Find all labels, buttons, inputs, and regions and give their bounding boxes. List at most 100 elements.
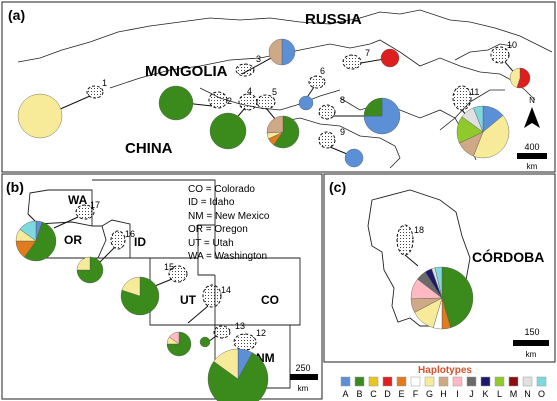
site-pie-7 (380, 48, 400, 68)
site-pie-9 (344, 148, 364, 168)
scale-value-c: 150 (524, 327, 539, 337)
swatch-label-m: M (510, 389, 518, 399)
scale-bar-a: 400 km (517, 142, 547, 171)
scale-unit-a: km (527, 162, 538, 171)
state-legend: CO = Colorado ID = Idaho NM = New Mexico… (188, 184, 270, 262)
scale-bar-c: 150 km (513, 327, 549, 359)
region-label-russia: RUSSIA (305, 11, 362, 28)
site-number: 7 (365, 48, 370, 58)
site-number: 16 (125, 229, 135, 239)
site-pie-4 (209, 112, 247, 150)
region-label-cordoba: CÓRDOBA (472, 248, 544, 265)
swatch-d (382, 376, 393, 387)
scale-value-a: 400 (524, 142, 539, 152)
swatch-m (508, 376, 519, 387)
legend-entry: NM = New Mexico (188, 211, 270, 222)
swatch-label-c: C (370, 389, 377, 399)
swatch-o (536, 376, 547, 387)
site-areas-a (86, 46, 510, 149)
swatch-label-h: H (440, 389, 447, 399)
pie-slice-d (380, 48, 400, 68)
scale-bar-b: 250 km (290, 363, 318, 393)
pie-slice-a (281, 38, 296, 66)
pie-slice-g (121, 276, 141, 297)
pie-slice-g (213, 348, 239, 380)
legend-entry: OR = Oregon (188, 224, 248, 235)
swatch-label-j: J (469, 389, 474, 399)
panel-b-label: (b) (6, 179, 24, 195)
pie-slice-b (209, 112, 247, 150)
swatch-a (340, 376, 351, 387)
site-number: 15 (164, 262, 174, 272)
site-number: 18 (414, 225, 424, 235)
scale-unit-b: km (298, 384, 309, 393)
site-pie-3 (268, 38, 296, 66)
panel-c: (c) CÓRDOBA 18 150 km (323, 173, 556, 363)
site-number: 6 (320, 66, 325, 76)
pie-slice-a (344, 148, 364, 168)
state-label-id: ID (134, 235, 146, 249)
site-pie-17 (15, 220, 57, 262)
pie-slice-h (266, 115, 284, 134)
swatch-j (466, 376, 477, 387)
swatch-i (452, 376, 463, 387)
panel-c-label: (c) (329, 179, 346, 195)
swatch-label-n: N (524, 389, 531, 399)
pie-slice-b (166, 331, 192, 357)
state-label-co: CO (261, 293, 279, 307)
site-number: 3 (256, 54, 261, 64)
pie-slice-g (509, 67, 521, 88)
pies-b (15, 220, 269, 401)
panel-a-label: (a) (8, 7, 25, 23)
site-pie-5 (266, 115, 300, 149)
swatch-label-e: E (398, 389, 404, 399)
swatch-b (354, 376, 365, 387)
site-number: 14 (221, 285, 231, 295)
site-number: 1 (102, 78, 107, 88)
pie-slice-i (169, 331, 180, 345)
state-label-wa: WA (68, 193, 88, 207)
pie-slice-b (158, 85, 194, 121)
site-number: 8 (340, 95, 345, 105)
swatch-label-i: I (456, 389, 459, 399)
legend-entry: CO = Colorado (188, 184, 255, 195)
pie-slice-o (434, 266, 443, 299)
pie-slice-h (268, 38, 283, 66)
site-areas-b (75, 204, 257, 351)
swatch-e (396, 376, 407, 387)
leader-line-c (404, 254, 419, 267)
site-pie-6 (298, 95, 314, 111)
swatch-label-a: A (342, 389, 348, 399)
scale-value-b: 250 (295, 363, 310, 373)
site-numbers-a: 1 2 3 4 5 6 7 8 9 10 11 (102, 40, 517, 137)
scale-unit-c: km (526, 350, 537, 359)
site-number: 4 (247, 86, 252, 96)
site-pie-12 (207, 348, 269, 401)
site-pie-13 (166, 331, 192, 357)
site-pie-1 (17, 93, 63, 139)
pie-slice-g (17, 93, 63, 139)
site-number: 2 (227, 96, 232, 106)
swatch-k (480, 376, 491, 387)
pie-slice-b (363, 97, 383, 117)
swatch-label-k: K (482, 389, 488, 399)
panel-a: (a) RUSSIA MONGOLIA CHINA 1 2 (1, 1, 556, 173)
north-arrow: N (524, 96, 540, 128)
region-label-mongolia: MONGOLIA (145, 63, 228, 80)
legend-entry: UT = Utah (188, 238, 234, 249)
state-label-or: OR (64, 233, 82, 247)
swatch-label-d: D (384, 389, 391, 399)
swatch-label-l: L (497, 389, 502, 399)
site-pie-15 (120, 276, 160, 316)
coastline-and-borders (17, 9, 553, 63)
pies-a (17, 38, 531, 168)
site-number: 13 (235, 321, 245, 331)
legend-entry: WA = Washington (188, 251, 267, 262)
site-number: 17 (90, 200, 100, 210)
site-numbers-b: 17 16 15 14 13 12 (90, 200, 266, 338)
state-label-ut: UT (180, 293, 197, 307)
region-label-china: CHINA (125, 140, 173, 157)
north-label: N (529, 96, 535, 105)
